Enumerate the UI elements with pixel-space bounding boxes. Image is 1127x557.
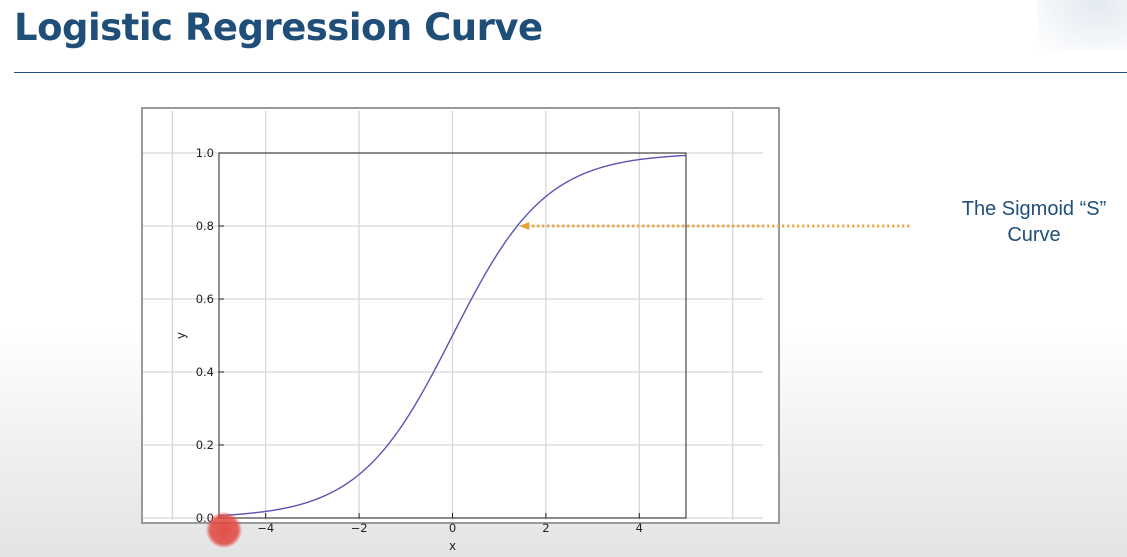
tick-labels: −4 −2 0 2 40.00.20.40.60.81.0 xyxy=(196,146,643,535)
x-axis-label: x xyxy=(449,539,456,553)
y-tick-label: 0.6 xyxy=(196,292,214,306)
annotation-line-2: Curve xyxy=(1007,224,1061,246)
x-tick-label: −4 xyxy=(257,521,274,535)
x-tick-label: −2 xyxy=(351,521,368,535)
slide-title: Logistic Regression Curve xyxy=(14,6,543,49)
sigmoid-annotation: The Sigmoid “S” Curve xyxy=(930,196,1127,248)
title-divider xyxy=(14,72,1127,73)
y-tick-label: 1.0 xyxy=(196,146,214,160)
sigmoid-curve xyxy=(218,154,687,517)
arrow-head xyxy=(519,222,530,230)
y-tick-label: 0.8 xyxy=(196,219,214,233)
cursor-highlight xyxy=(206,512,242,548)
y-tick-label: 0.4 xyxy=(196,365,214,379)
x-tick-label: 4 xyxy=(636,521,643,535)
y-axis-label: y xyxy=(174,332,188,339)
figure-frame xyxy=(141,107,780,524)
annotation-line-1: The Sigmoid “S” xyxy=(961,198,1107,220)
x-tick-label: 2 xyxy=(542,521,549,535)
x-tick-label: 0 xyxy=(449,521,456,535)
sigmoid-chart: −4 −2 0 2 40.00.20.40.60.81.0 x y xyxy=(143,111,763,553)
corner-decoration xyxy=(1037,0,1127,50)
y-tick-label: 0.2 xyxy=(196,438,214,452)
